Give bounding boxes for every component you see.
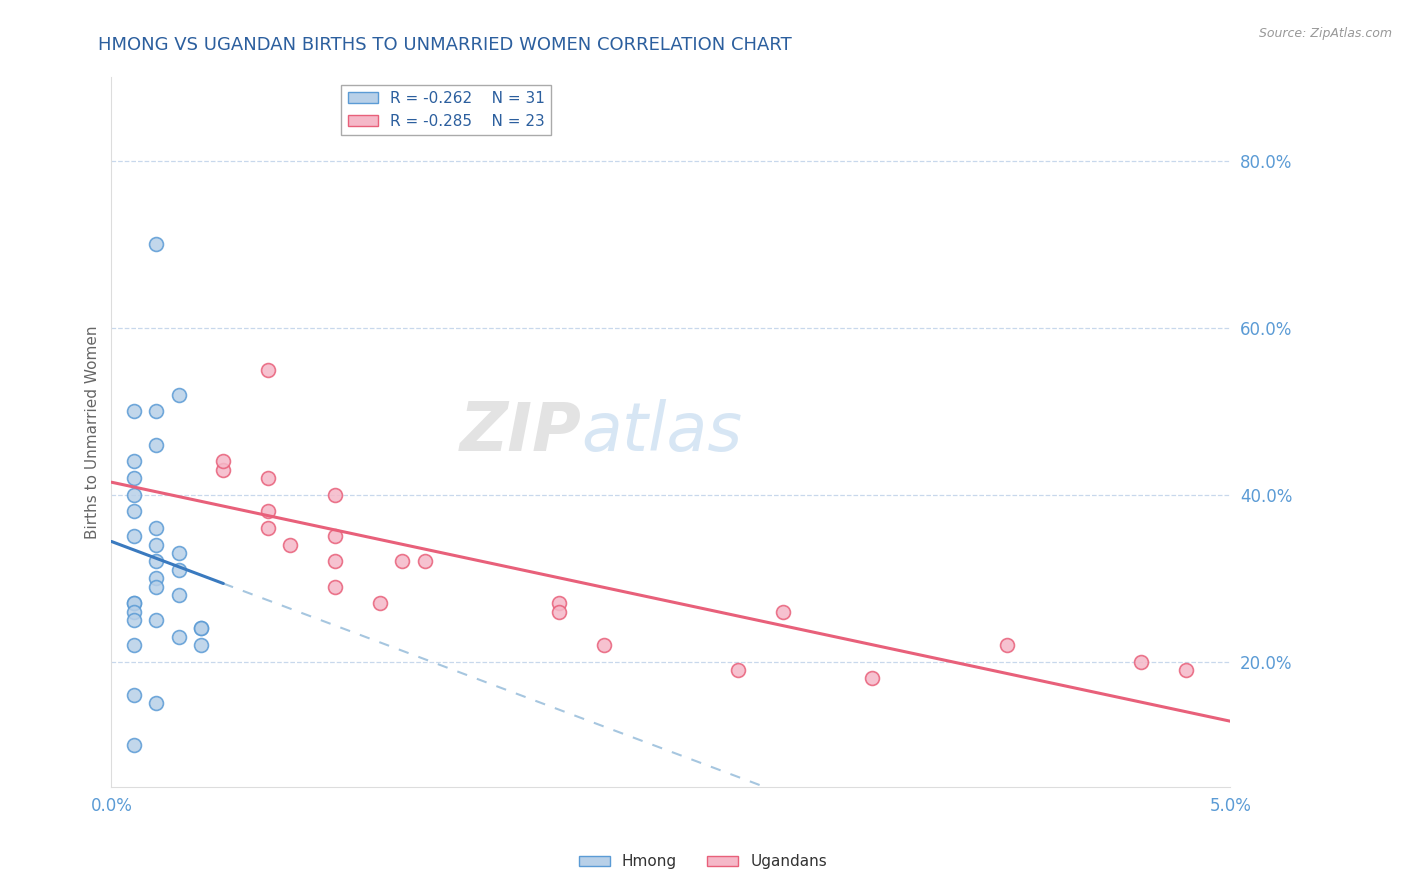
Point — [323, 488, 346, 502]
Legend: Hmong, Ugandans: Hmong, Ugandans — [572, 848, 834, 875]
Point — [257, 521, 280, 535]
Point — [167, 563, 190, 577]
Point — [122, 529, 145, 543]
Point — [190, 638, 212, 652]
Point — [548, 596, 571, 610]
Y-axis label: Births to Unmarried Women: Births to Unmarried Women — [86, 326, 100, 539]
Point — [122, 504, 145, 518]
Point — [122, 605, 145, 619]
Point — [145, 580, 167, 594]
Point — [995, 638, 1018, 652]
Point — [122, 613, 145, 627]
Point — [727, 663, 749, 677]
Point — [122, 471, 145, 485]
Point — [145, 571, 167, 585]
Point — [257, 471, 280, 485]
Text: atlas: atlas — [581, 399, 742, 465]
Point — [323, 529, 346, 543]
Point — [145, 404, 167, 418]
Point — [145, 554, 167, 568]
Point — [212, 463, 235, 477]
Point — [122, 688, 145, 702]
Point — [167, 588, 190, 602]
Point — [190, 621, 212, 635]
Point — [167, 630, 190, 644]
Point — [145, 538, 167, 552]
Text: HMONG VS UGANDAN BIRTHS TO UNMARRIED WOMEN CORRELATION CHART: HMONG VS UGANDAN BIRTHS TO UNMARRIED WOM… — [98, 36, 792, 54]
Text: ZIP: ZIP — [460, 399, 581, 465]
Point — [548, 605, 571, 619]
Point — [167, 546, 190, 560]
Point — [122, 488, 145, 502]
Point — [391, 554, 413, 568]
Point — [257, 504, 280, 518]
Point — [122, 738, 145, 752]
Point — [323, 554, 346, 568]
Point — [190, 621, 212, 635]
Point — [413, 554, 436, 568]
Point — [122, 454, 145, 468]
Point — [122, 404, 145, 418]
Text: Source: ZipAtlas.com: Source: ZipAtlas.com — [1258, 27, 1392, 40]
Point — [772, 605, 794, 619]
Point — [1174, 663, 1197, 677]
Point — [145, 521, 167, 535]
Point — [145, 437, 167, 451]
Point — [280, 538, 302, 552]
Point — [122, 596, 145, 610]
Point — [257, 362, 280, 376]
Point — [122, 638, 145, 652]
Point — [145, 613, 167, 627]
Point — [592, 638, 614, 652]
Point — [860, 671, 883, 685]
Point — [368, 596, 391, 610]
Point — [212, 454, 235, 468]
Point — [167, 387, 190, 401]
Point — [1129, 655, 1152, 669]
Point — [145, 237, 167, 252]
Point — [323, 580, 346, 594]
Legend: R = -0.262    N = 31, R = -0.285    N = 23: R = -0.262 N = 31, R = -0.285 N = 23 — [342, 85, 551, 135]
Point — [122, 596, 145, 610]
Point — [145, 697, 167, 711]
